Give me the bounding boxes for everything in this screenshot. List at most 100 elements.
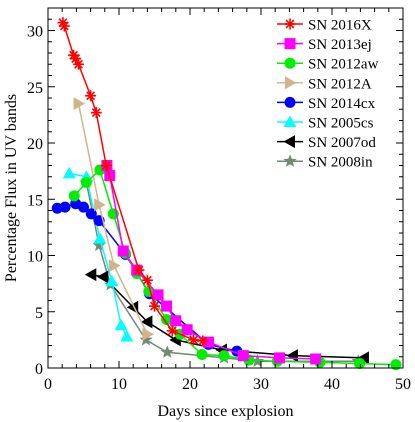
series-line xyxy=(106,165,316,360)
legend-marker xyxy=(283,115,297,127)
x-tick-label: 30 xyxy=(253,376,269,393)
legend-item: SN 2012A xyxy=(277,76,372,92)
x-axis-label: Days since explosion xyxy=(158,403,294,420)
data-point xyxy=(390,359,402,371)
data-point xyxy=(58,20,70,32)
y-tick-label: 15 xyxy=(27,192,43,209)
data-point xyxy=(92,238,106,252)
data-point xyxy=(354,358,366,369)
data-point xyxy=(78,201,89,213)
data-point xyxy=(96,270,109,284)
data-point xyxy=(62,166,76,179)
legend-item: SN 2014cx xyxy=(277,96,376,112)
legend-marker xyxy=(283,135,295,149)
legend: SN 2016X SN 2013ej SN 2012aw SN 2012A SN 201… xyxy=(277,18,379,171)
y-tick-label: 10 xyxy=(27,249,43,266)
data-point xyxy=(139,332,153,346)
asterisk-stroke xyxy=(74,59,83,69)
asterisk-stroke xyxy=(142,275,152,285)
data-point xyxy=(105,274,119,287)
data-point xyxy=(149,300,160,312)
data-point xyxy=(109,259,121,273)
asterisk-stroke xyxy=(134,265,144,275)
data-point xyxy=(90,107,102,119)
data-point xyxy=(117,245,129,257)
y-axis-label: Percentage Flux in UV bands xyxy=(3,94,20,282)
legend-label: SN 2008in xyxy=(308,155,373,171)
legend-label: SN 2012A xyxy=(308,76,372,92)
data-point xyxy=(140,315,153,329)
asterisk-stroke xyxy=(285,19,295,29)
legend-label: SN 2012aw xyxy=(308,57,379,73)
data-point xyxy=(94,198,106,212)
data-point xyxy=(73,58,85,70)
data-point xyxy=(161,300,173,312)
data-point xyxy=(85,208,97,220)
data-point xyxy=(197,335,209,347)
y-tick-label: 25 xyxy=(27,80,43,97)
legend-marker xyxy=(283,154,297,167)
data-point xyxy=(68,190,80,202)
legend-item: SN 2007od xyxy=(277,135,376,151)
asterisk-stroke xyxy=(189,335,199,345)
data-point xyxy=(142,327,154,341)
x-tick-label: 10 xyxy=(111,376,127,393)
data-point xyxy=(273,352,285,364)
data-point xyxy=(100,160,112,171)
data-point xyxy=(237,350,249,362)
y-tick-label: 30 xyxy=(27,24,43,41)
y-tick-label: 0 xyxy=(35,361,43,378)
y-tick-label: 5 xyxy=(35,305,43,322)
x-tick-label: 50 xyxy=(395,376,411,393)
data-point xyxy=(85,90,97,102)
y-tick-label: 20 xyxy=(27,136,43,153)
data-point xyxy=(357,351,369,365)
data-point xyxy=(160,345,174,358)
data-point xyxy=(93,232,107,244)
legend-marker xyxy=(284,38,296,50)
legend-item: SN 2012aw xyxy=(277,57,379,73)
asterisk-stroke xyxy=(59,21,69,31)
data-point xyxy=(152,289,164,301)
legend-item: SN 2013ej xyxy=(277,37,372,53)
data-point xyxy=(59,201,71,213)
data-point xyxy=(73,97,86,111)
data-point xyxy=(141,274,153,286)
legend-marker xyxy=(284,18,296,30)
legend-label: SN 2013ej xyxy=(308,37,372,53)
data-point xyxy=(166,325,178,337)
data-point xyxy=(202,336,214,348)
x-tick-label: 0 xyxy=(44,376,52,393)
asterisk-stroke xyxy=(86,91,96,101)
axes-group: 0 10 20 30 40 50 0 5 10 15 20 25 30 xyxy=(27,7,411,393)
legend-item: SN 2008in xyxy=(277,154,373,171)
legend-marker xyxy=(284,96,296,108)
data-point xyxy=(310,353,322,365)
legend-marker xyxy=(285,76,297,90)
legend-label: SN 2007od xyxy=(308,135,376,151)
asterisk-stroke xyxy=(91,108,101,118)
asterisk-stroke xyxy=(167,326,177,336)
data-point xyxy=(181,324,193,336)
data-point xyxy=(170,315,182,327)
x-tick-label: 20 xyxy=(182,376,198,393)
series-sn-2016x xyxy=(57,17,209,347)
data-point xyxy=(80,176,92,188)
series-line xyxy=(73,168,396,366)
asterisk-stroke xyxy=(101,161,111,170)
data-point xyxy=(133,264,145,276)
x-tick-label: 40 xyxy=(324,376,340,393)
data-point xyxy=(114,318,128,331)
legend-marker xyxy=(284,57,296,69)
legend-item: SN 2005cs xyxy=(277,115,374,132)
data-point xyxy=(84,268,97,282)
asterisk-stroke xyxy=(198,336,208,346)
series-sn-2012a xyxy=(73,97,154,341)
asterisk-stroke xyxy=(71,54,81,64)
series-line xyxy=(77,103,149,335)
data-point xyxy=(188,334,200,346)
legend-item: SN 2016X xyxy=(277,18,372,34)
data-point xyxy=(161,314,173,326)
